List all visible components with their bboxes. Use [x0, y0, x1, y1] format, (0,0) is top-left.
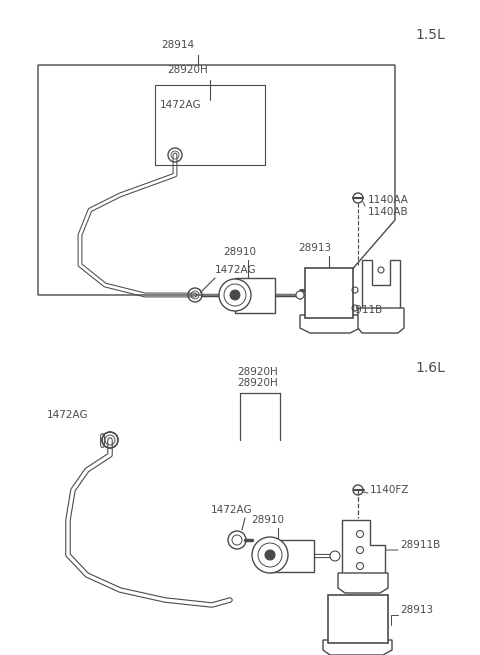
Text: 28911B: 28911B: [342, 305, 382, 315]
Text: 1140AA: 1140AA: [368, 195, 409, 205]
Circle shape: [230, 290, 240, 300]
Bar: [235, 278, 275, 313]
Text: 28911B: 28911B: [400, 540, 440, 550]
Text: 28914: 28914: [161, 40, 194, 50]
Text: 28913: 28913: [400, 605, 433, 615]
Text: 28910: 28910: [224, 247, 256, 257]
Polygon shape: [342, 520, 385, 575]
Text: 1472AG: 1472AG: [211, 505, 253, 515]
Text: 1.6L: 1.6L: [415, 361, 445, 375]
Circle shape: [265, 550, 275, 560]
Circle shape: [219, 279, 251, 311]
Text: 1140FZ: 1140FZ: [370, 485, 409, 495]
Text: 28913: 28913: [299, 243, 332, 253]
Text: 28920H: 28920H: [168, 65, 208, 75]
Bar: [305, 268, 353, 318]
Bar: [155, 85, 265, 165]
Text: 28910: 28910: [252, 515, 285, 525]
Polygon shape: [323, 640, 392, 655]
Text: 1472AG: 1472AG: [160, 100, 202, 110]
Text: 1.5L: 1.5L: [415, 28, 445, 42]
Polygon shape: [358, 308, 404, 333]
Text: 1472AG: 1472AG: [215, 265, 257, 275]
Text: 28920H: 28920H: [238, 367, 278, 377]
Polygon shape: [338, 573, 388, 593]
Bar: [328, 595, 388, 643]
Polygon shape: [300, 315, 360, 333]
Text: 1140AB: 1140AB: [368, 207, 408, 217]
Circle shape: [296, 291, 304, 299]
Bar: [270, 540, 314, 572]
Circle shape: [330, 551, 340, 561]
Text: 28920H: 28920H: [238, 378, 278, 388]
Circle shape: [252, 537, 288, 573]
Text: 1472AG: 1472AG: [47, 410, 89, 420]
Polygon shape: [362, 260, 400, 310]
